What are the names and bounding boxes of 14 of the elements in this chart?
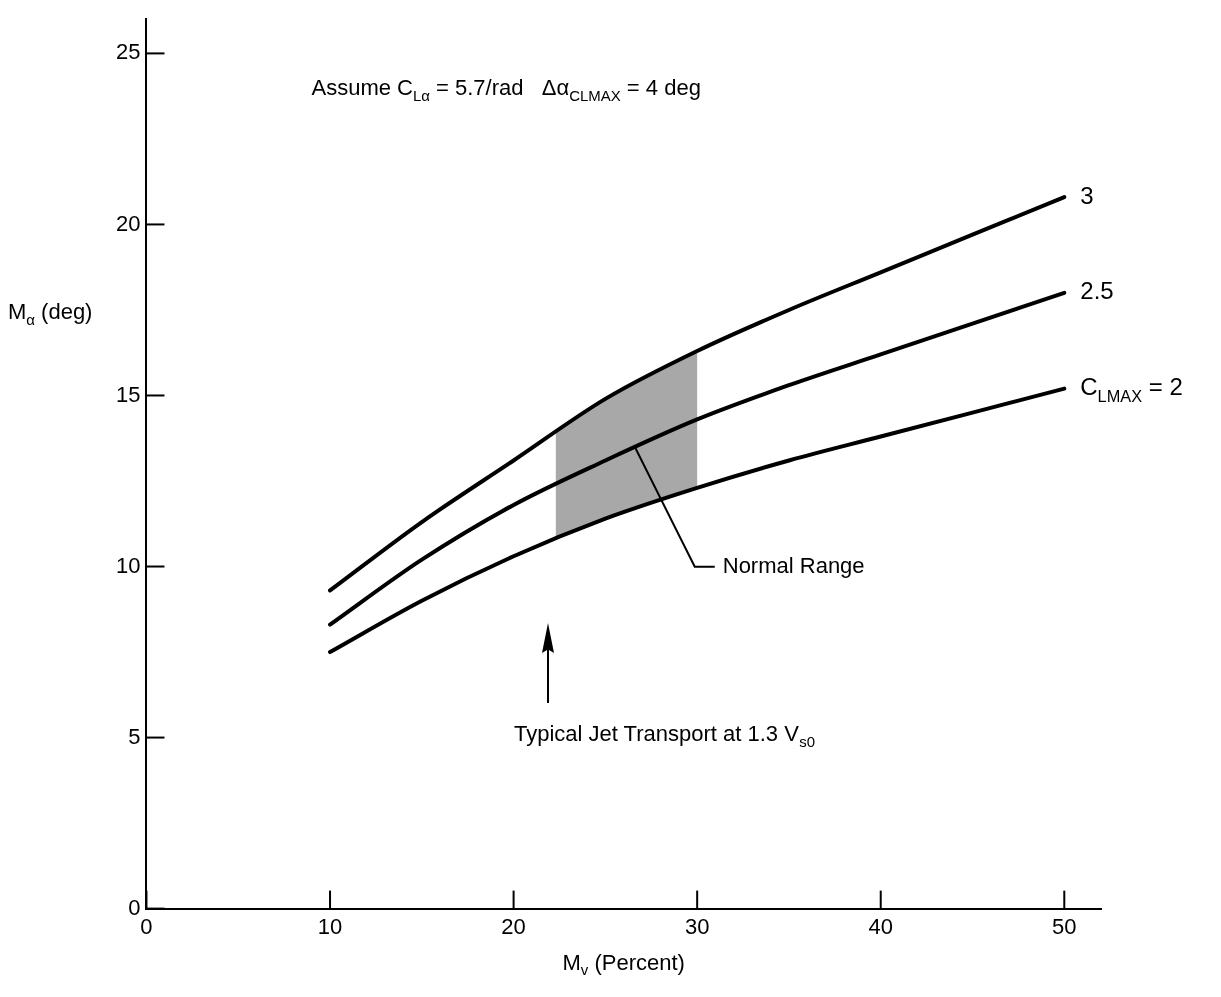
x-tick-label: 50: [1052, 913, 1077, 939]
x-tick-label: 40: [868, 913, 893, 939]
y-tick-label: 25: [115, 39, 141, 65]
y-tick-label: 5: [128, 723, 141, 749]
y-tick-label: 15: [115, 381, 141, 407]
series-label: 3: [1080, 181, 1094, 209]
series-label: 2.5: [1080, 277, 1114, 305]
y-tick-label: 20: [115, 210, 141, 236]
y-tick-label: 10: [115, 552, 141, 578]
annotation: Normal Range: [722, 552, 865, 578]
x-tick-label: 30: [684, 913, 710, 939]
x-tick-label: 10: [317, 913, 343, 939]
y-tick-label: 0: [128, 894, 141, 920]
x-tick-label: 20: [501, 913, 526, 939]
